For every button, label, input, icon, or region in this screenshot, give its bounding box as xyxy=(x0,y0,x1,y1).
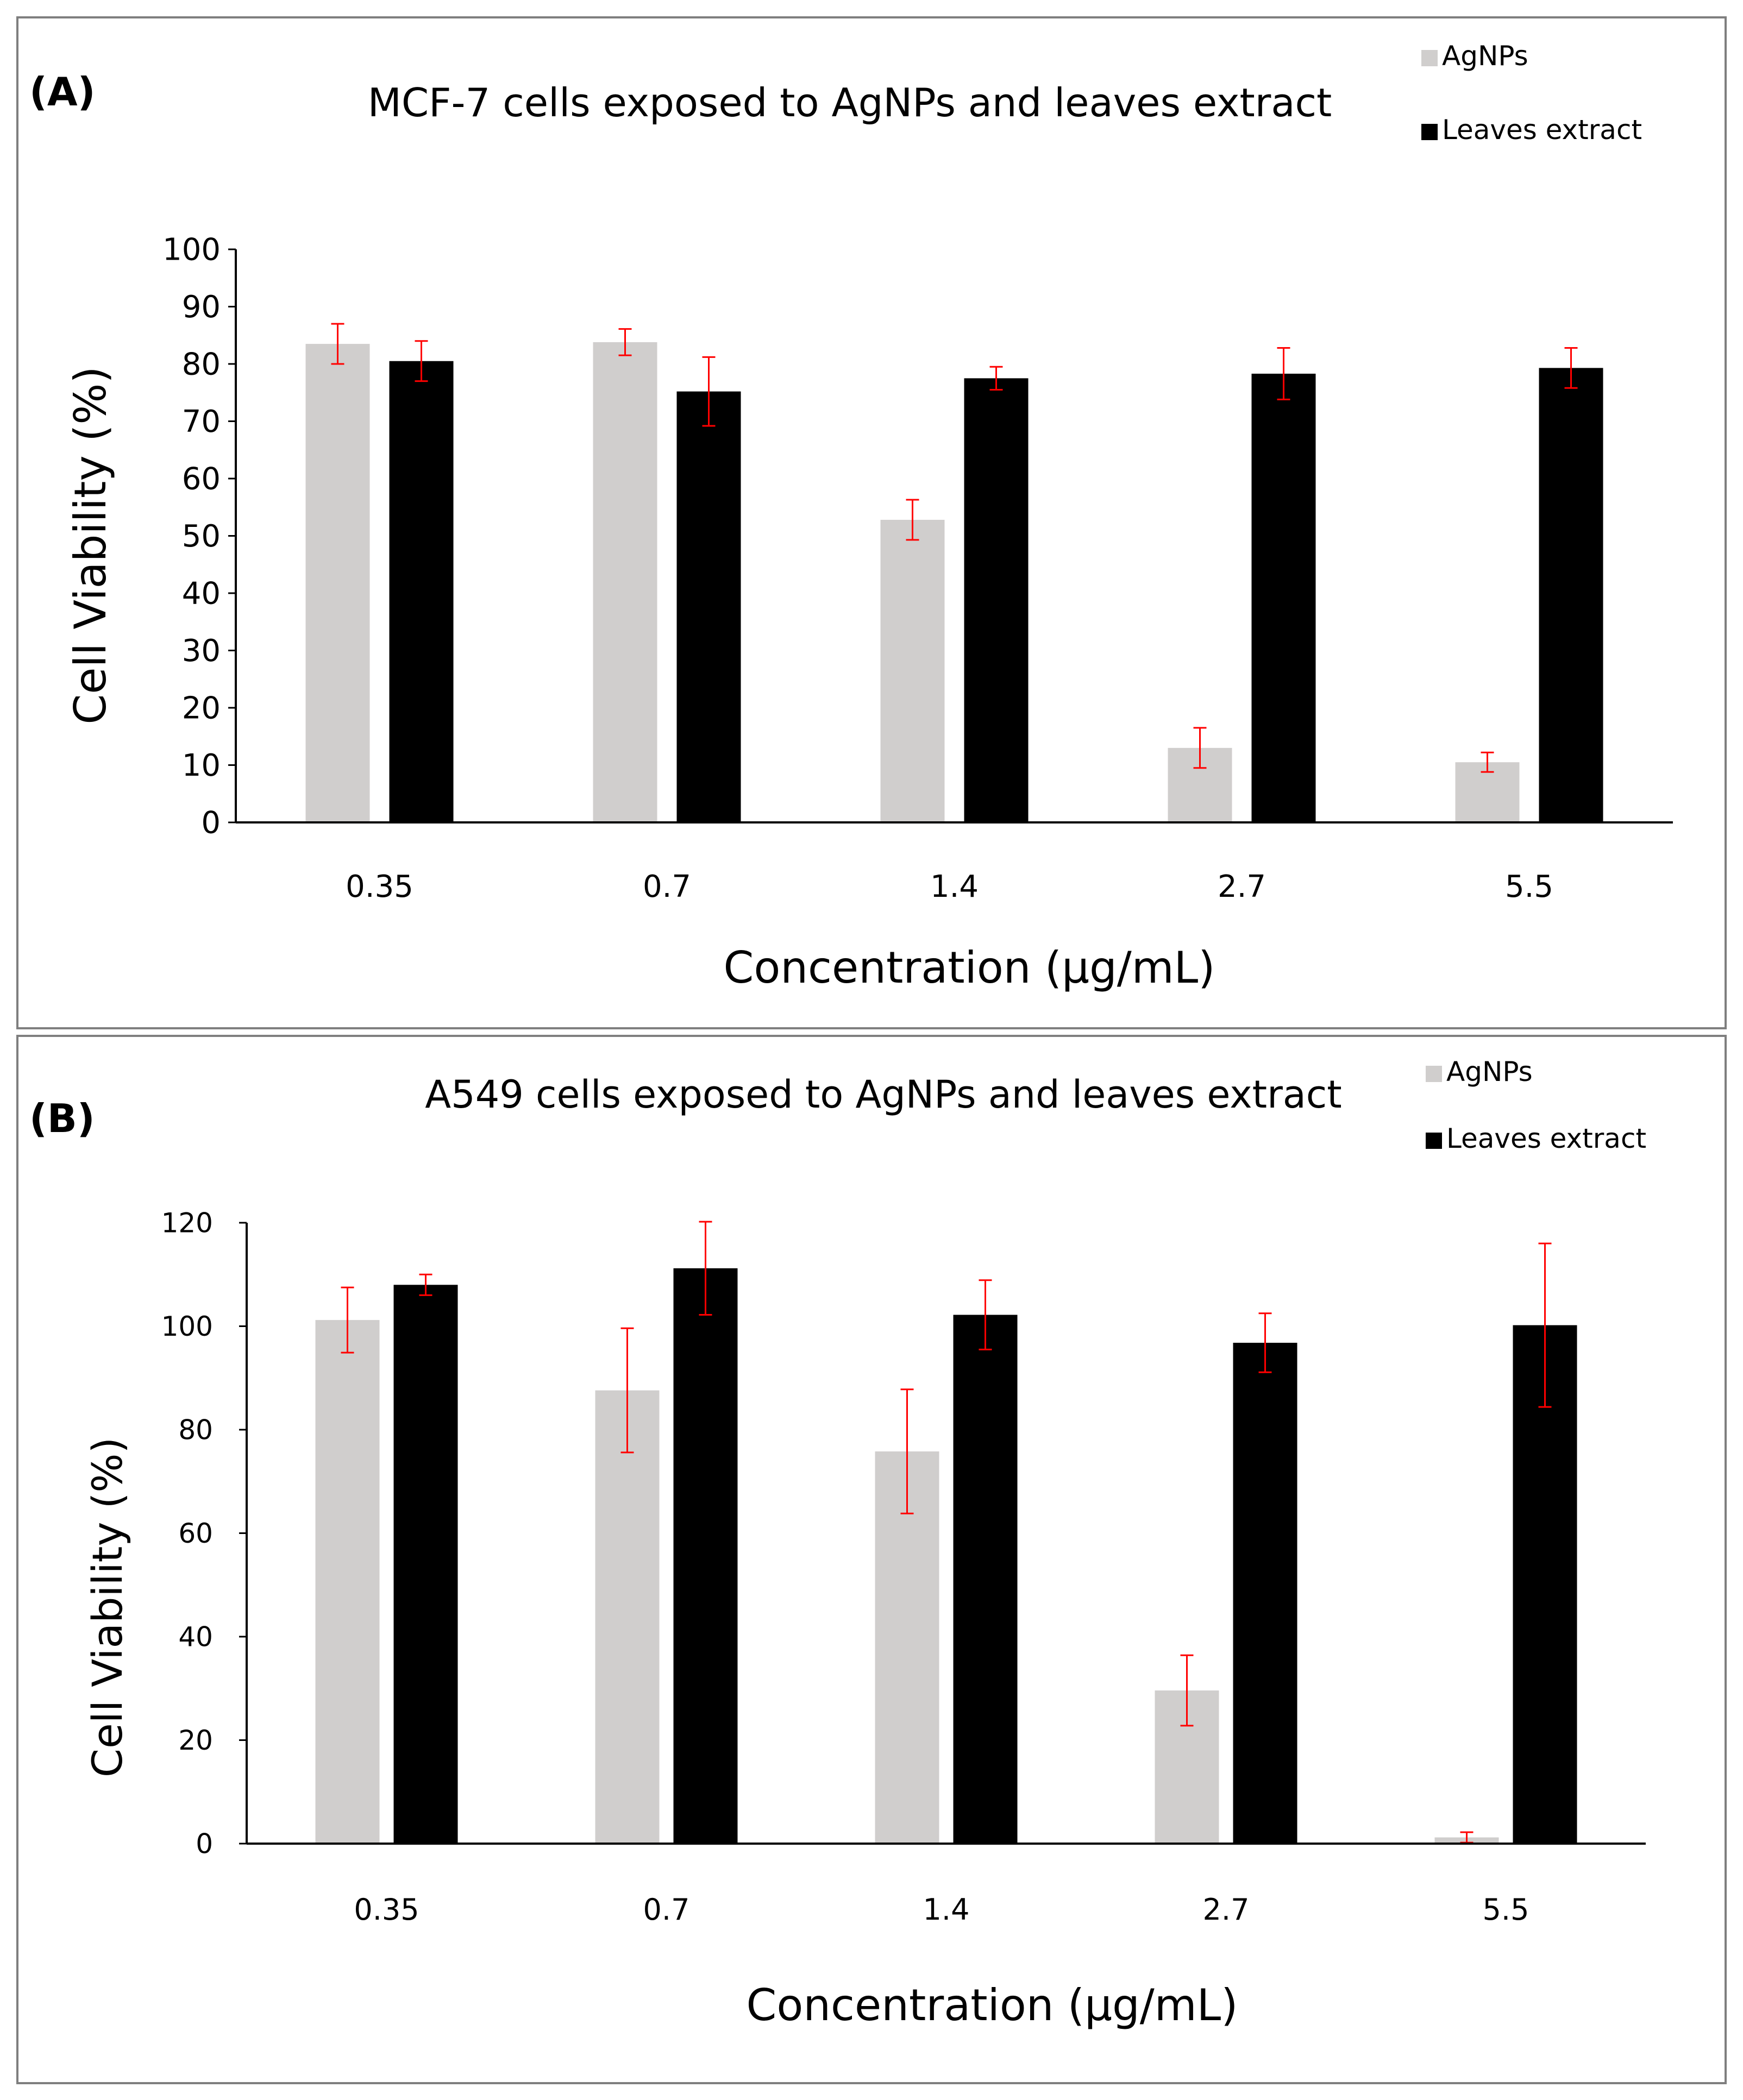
chart-b-x-tick-label: 5.5 xyxy=(1483,1892,1529,1927)
chart-a-x-tick-label: 0.35 xyxy=(346,869,413,904)
chart-b-legend-label-leaves: Leaves extract xyxy=(1446,1123,1646,1154)
chart-a-plot-area: 0 10 20 30 40 50 60 70 80 90 100 0.35 0.7 1.4 2.7 5.5 xyxy=(162,232,1673,904)
chart-a-bar-leaves xyxy=(1251,373,1316,822)
chart-b-y-tick-label: 40 xyxy=(178,1621,213,1653)
chart-a-bar-leaves xyxy=(389,361,454,822)
chart-b-bar-leaves xyxy=(1233,1342,1297,1844)
chart-a-legend-label-leaves: Leaves extract xyxy=(1442,114,1642,146)
chart-b-x-tick-label: 1.4 xyxy=(923,1892,970,1927)
chart-a-y-tick-label: 40 xyxy=(182,576,221,612)
chart-a-bar-leaves xyxy=(964,378,1029,822)
chart-a-x-axis-title: Concentration (µg/mL) xyxy=(724,942,1215,993)
chart-b-x-axis-title: Concentration (µg/mL) xyxy=(747,1980,1238,2030)
chart-b-x-tick-label: 0.7 xyxy=(643,1892,690,1927)
chart-a-bar-agnps xyxy=(305,344,370,822)
chart-b-bar-agnps xyxy=(595,1390,660,1844)
chart-b-legend-swatch-leaves xyxy=(1426,1133,1442,1149)
chart-a-x-tick-label: 2.7 xyxy=(1218,869,1266,904)
chart-a-bar-leaves xyxy=(676,391,741,822)
chart-b-bar-agnps xyxy=(875,1451,939,1844)
chart-b-legend-swatch-agnps xyxy=(1426,1066,1442,1082)
chart-b-y-tick-label: 120 xyxy=(161,1208,213,1239)
chart-b-svg: (B) A549 cells exposed to AgNPs and leav… xyxy=(29,1056,1646,2030)
chart-a-y-tick-label: 90 xyxy=(182,290,221,325)
chart-b-bar-leaves xyxy=(393,1285,458,1844)
chart-b-y-axis-title: Cell Viability (%) xyxy=(83,1437,131,1777)
chart-a-y-tick-label: 0 xyxy=(201,806,221,841)
chart-panel-b: (B) A549 cells exposed to AgNPs and leav… xyxy=(16,1035,1727,2084)
chart-a-panel-label: (A) xyxy=(29,69,96,115)
chart-b-legend-label-agnps: AgNPs xyxy=(1446,1056,1533,1087)
chart-a-y-tick-label: 60 xyxy=(182,462,221,497)
chart-b-plot-area: 0 20 40 60 80 100 120 0.35 0.7 1.4 2.7 5.5 xyxy=(161,1208,1646,1927)
chart-a-y-tick-label: 100 xyxy=(162,232,221,268)
chart-a-y-tick-label: 10 xyxy=(182,748,221,783)
chart-a-y-tick-label: 20 xyxy=(182,691,221,726)
chart-a-y-axis-title: Cell Viability (%) xyxy=(65,366,116,724)
chart-a-y-tick-label: 30 xyxy=(182,633,221,669)
chart-a-legend-label-agnps: AgNPs xyxy=(1442,40,1528,72)
chart-b-panel-label: (B) xyxy=(29,1096,95,1141)
chart-a-bar-agnps xyxy=(593,342,657,822)
chart-a-y-tick-label: 80 xyxy=(182,347,221,382)
chart-a-bar-leaves xyxy=(1539,368,1603,822)
chart-a-legend-swatch-leaves xyxy=(1421,124,1438,140)
chart-b-y-tick-label: 80 xyxy=(178,1414,213,1446)
chart-a-x-tick-label: 0.7 xyxy=(643,869,691,904)
chart-b-x-tick-label: 2.7 xyxy=(1203,1892,1250,1927)
chart-a-legend-swatch-agnps xyxy=(1421,50,1438,66)
chart-panel-a: (A) MCF-7 cells exposed to AgNPs and lea… xyxy=(16,16,1727,1029)
chart-a-x-tick-label: 5.5 xyxy=(1505,869,1553,904)
chart-a-x-tick-label: 1.4 xyxy=(930,869,979,904)
chart-b-bar-leaves xyxy=(1513,1325,1577,1844)
chart-a-y-tick-label: 50 xyxy=(182,519,221,554)
chart-b-y-tick-label: 0 xyxy=(196,1828,213,1860)
chart-a-svg: (A) MCF-7 cells exposed to AgNPs and lea… xyxy=(29,40,1673,993)
chart-b-y-tick-label: 100 xyxy=(161,1311,213,1342)
chart-b-bar-leaves xyxy=(953,1315,1018,1844)
chart-a-bar-agnps xyxy=(880,519,945,822)
chart-b-y-tick-label: 60 xyxy=(178,1518,213,1549)
chart-a-y-tick-label: 70 xyxy=(182,404,221,439)
chart-b-y-tick-label: 20 xyxy=(178,1725,213,1756)
chart-b-x-tick-label: 0.35 xyxy=(354,1892,419,1927)
chart-b-bar-leaves xyxy=(673,1268,738,1844)
chart-b-bar-agnps xyxy=(315,1320,380,1844)
chart-b-title: A549 cells exposed to AgNPs and leaves e… xyxy=(425,1072,1341,1117)
chart-a-title: MCF-7 cells exposed to AgNPs and leaves … xyxy=(368,80,1332,125)
